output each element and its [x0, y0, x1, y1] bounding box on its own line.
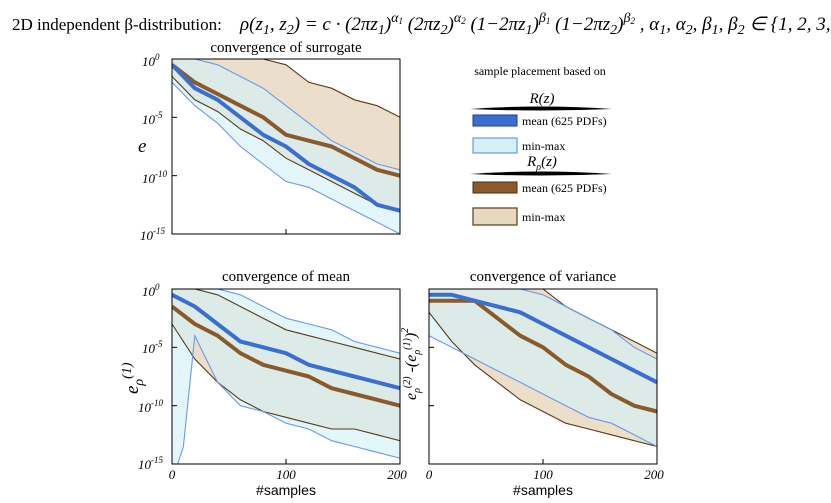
legend-group2-divider	[470, 171, 612, 176]
panel-surrogate-ylabel: e	[138, 136, 146, 157]
panel-variance-edge-rz-max	[429, 289, 657, 360]
panel-surrogate-edge-rz-max	[172, 59, 400, 171]
panel-variance-ylabel: eρ(2) -(eρ(1))2	[400, 328, 423, 400]
panel-surrogate-title: convergence of surrogate	[210, 40, 362, 56]
panel-surrogate-mean-rz	[172, 63, 400, 213]
panel-variance-xtick-2: 200	[644, 467, 664, 482]
panel-variance-band-rz	[429, 289, 657, 447]
legend-group1-mean-swatch	[472, 114, 518, 127]
legend: sample placement based on R(z) mean (625…	[470, 64, 612, 226]
panel-variance-edge-rz-min	[429, 335, 657, 447]
panel-surrogate-edge-rrho-max	[172, 59, 400, 118]
panel-mean-title: convergence of mean	[222, 269, 350, 285]
panel-mean-edge-rz-min	[172, 333, 400, 464]
panel-mean-edge-rrho-max	[172, 289, 400, 360]
figure-title-prefix: 2D independent β-distribution:	[12, 15, 222, 34]
panel-mean-ytick-0: 100	[142, 282, 160, 299]
panel-variance-edge-rrho-min	[429, 311, 657, 448]
panel-variance-plot-area	[428, 288, 658, 465]
legend-group1-mean-label: mean (625 PDFs)	[522, 114, 607, 128]
legend-group1-symbol: R(z)	[529, 91, 555, 107]
panel-surrogate-yticks: 100 10-5 10-10 10-15	[140, 52, 167, 243]
panel-mean-edge-rrho-min	[172, 323, 400, 442]
panel-surrogate-mean-rrho	[172, 63, 400, 178]
panel-surrogate-ytick-0: 100	[142, 52, 160, 69]
legend-group2-mean-swatch	[472, 181, 518, 194]
panel-surrogate: convergence of surrogate e 100 10-5 10-1…	[138, 40, 401, 243]
panel-mean-edge-rz-max	[172, 289, 400, 354]
panel-variance-edge-rrho-max	[429, 289, 657, 354]
legend-group2-minmax-swatch	[472, 207, 518, 226]
panel-mean-ytick-1: 10-5	[142, 339, 163, 356]
panel-mean-mean-rz	[172, 293, 400, 391]
figure-title-formula: ρ(z1, z2) = c · (2πz1)α1 (2πz2)α2 (1−2πz…	[239, 11, 831, 38]
panel-variance-frame	[428, 288, 658, 465]
figure-title: 2D independent β-distribution: ρ(z1, z2)…	[12, 11, 831, 38]
panel-mean-ylabel: eρ(1)	[120, 362, 147, 394]
panel-mean-frame	[171, 288, 401, 465]
panel-surrogate-edge-rz-min	[172, 81, 400, 234]
panel-variance: convergence of variance eρ(2) -(eρ(1))2 …	[400, 269, 664, 498]
panel-surrogate-ytick-3: 10-15	[140, 226, 165, 243]
panel-variance-xticks: 0 100 200	[426, 467, 665, 482]
panel-variance-xlabel: #samples	[513, 482, 573, 498]
legend-group2-symbol: Rρ(z)	[526, 154, 557, 173]
panel-mean-xlabel: #samples	[256, 482, 316, 498]
legend-group1-divider	[470, 106, 612, 111]
panel-surrogate-plot-area	[171, 58, 401, 235]
panel-mean-yticks: 100 10-5 10-10 10-15	[138, 282, 163, 472]
panel-mean-mean-rrho	[172, 304, 400, 408]
panel-variance-xtick-0: 0	[426, 467, 433, 482]
panel-mean: convergence of mean eρ(1) 100 10-5 10-10…	[120, 269, 407, 498]
panel-variance-mean-rz	[429, 292, 657, 385]
panel-mean-plot-area	[171, 288, 401, 465]
legend-heading: sample placement based on	[474, 64, 606, 78]
legend-group2-mean-label: mean (625 PDFs)	[522, 181, 607, 195]
legend-group2-minmax-label: min-max	[522, 210, 565, 224]
panel-mean-ytick-2: 10-10	[138, 398, 163, 415]
panel-surrogate-frame	[171, 58, 401, 235]
panel-surrogate-edge-rrho-min	[172, 76, 400, 212]
panel-mean-ytick-3: 10-15	[138, 455, 163, 472]
panel-mean-xtick-2: 200	[387, 467, 407, 482]
panel-mean-xtick-1: 100	[276, 467, 296, 482]
panel-surrogate-ytick-1: 10-5	[142, 110, 163, 127]
legend-group1-minmax-swatch	[472, 137, 518, 154]
legend-group1-minmax-label: min-max	[522, 139, 565, 153]
panel-variance-xtick-1: 100	[533, 467, 553, 482]
panel-mean-xticks: 0 100 200	[169, 467, 408, 482]
panel-surrogate-ytick-2: 10-10	[142, 169, 167, 186]
panel-variance-title: convergence of variance	[470, 269, 617, 285]
panel-mean-xtick-0: 0	[169, 467, 176, 482]
